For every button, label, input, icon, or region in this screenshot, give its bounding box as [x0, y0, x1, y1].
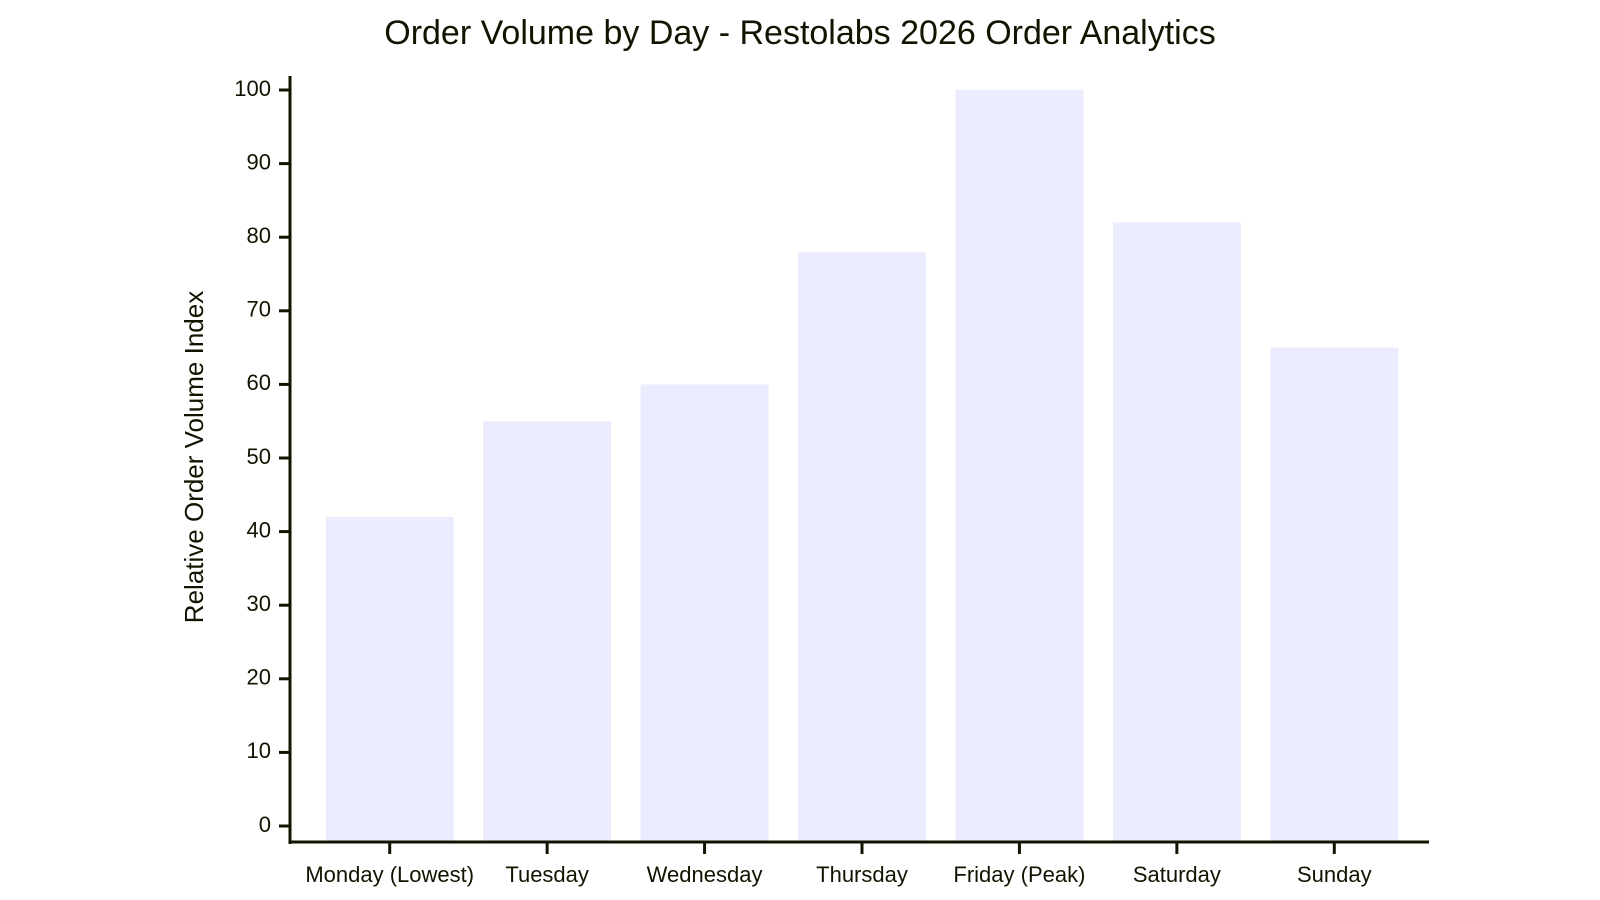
y-tick-label: 80 — [247, 223, 271, 248]
x-tick-label: Tuesday — [505, 862, 589, 887]
x-tick-label: Wednesday — [647, 862, 763, 887]
y-axis-label: Relative Order Volume Index — [179, 291, 209, 623]
bar — [640, 384, 769, 842]
x-tick-label: Monday (Lowest) — [305, 862, 474, 887]
y-tick-label: 50 — [247, 444, 271, 469]
x-tick-label: Thursday — [816, 862, 908, 887]
x-tick-label: Sunday — [1297, 862, 1372, 887]
chart-title: Order Volume by Day - Restolabs 2026 Ord… — [384, 14, 1216, 52]
bar — [955, 90, 1084, 842]
x-tick-label: Saturday — [1133, 862, 1221, 887]
y-tick-label: 10 — [247, 738, 271, 763]
y-tick-label: 40 — [247, 517, 271, 542]
bar — [1270, 347, 1399, 842]
y-tick-label: 0 — [259, 812, 271, 837]
bar — [1112, 222, 1241, 843]
y-tick-label: 20 — [247, 665, 271, 690]
bar — [325, 516, 454, 842]
y-tick-label: 100 — [234, 76, 271, 101]
x-tick-label: Friday (Peak) — [953, 862, 1085, 887]
y-tick-label: 30 — [247, 591, 271, 616]
y-tick-label: 90 — [247, 149, 271, 174]
y-tick-label: 60 — [247, 370, 271, 395]
bar — [798, 251, 926, 843]
y-tick-label: 70 — [247, 297, 271, 322]
bar — [483, 421, 612, 842]
